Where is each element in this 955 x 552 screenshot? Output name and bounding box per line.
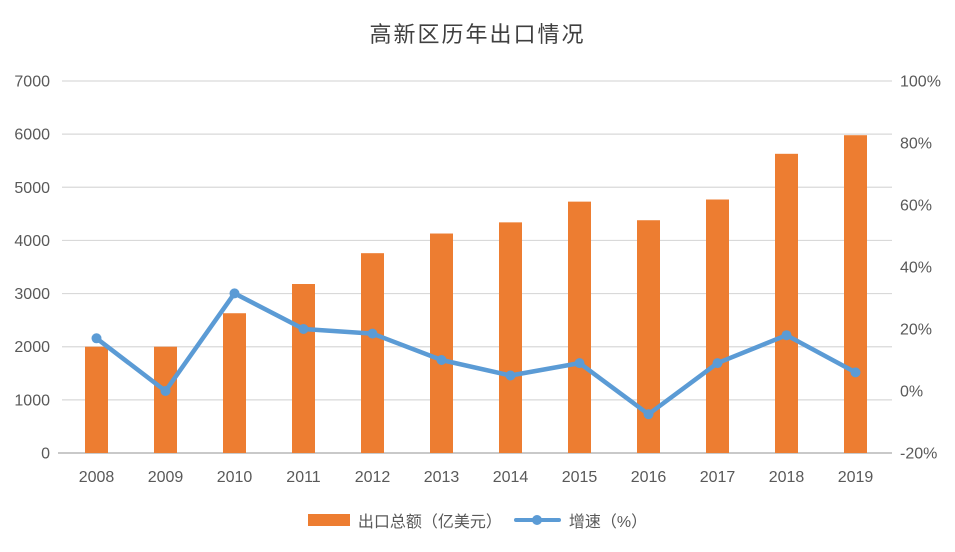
line-series-label: 增速（%） bbox=[568, 514, 648, 531]
line-point-2018 bbox=[781, 330, 792, 341]
left-axis-tick-label: 3000 bbox=[14, 286, 50, 303]
x-axis-tick-label: 2010 bbox=[217, 469, 253, 486]
bar-2008 bbox=[85, 346, 108, 453]
x-axis-tick-label: 2011 bbox=[286, 469, 321, 486]
right-axis-tick-label: 100% bbox=[900, 74, 941, 91]
bar-series-swatch-icon bbox=[307, 514, 350, 526]
right-axis-tick-label: 0% bbox=[900, 384, 923, 401]
line-series-marker-icon bbox=[513, 514, 561, 526]
line-point-2010 bbox=[229, 288, 240, 299]
right-axis-tick-label: 80% bbox=[900, 136, 932, 153]
x-axis-tick-label: 2014 bbox=[493, 469, 529, 486]
bar-series-label: 出口总额（亿美元） bbox=[357, 514, 502, 531]
line-point-2016 bbox=[643, 409, 654, 420]
line-point-2012 bbox=[367, 328, 378, 339]
bar-2013 bbox=[430, 233, 453, 453]
left-axis-tick-label: 0 bbox=[41, 446, 50, 463]
growth-line bbox=[94, 291, 858, 417]
x-axis-tick-label: 2019 bbox=[838, 469, 874, 486]
x-axis-tick-label: 2013 bbox=[424, 469, 460, 486]
line-point-2015 bbox=[574, 358, 585, 369]
line-point-2014 bbox=[505, 370, 516, 381]
x-axis-tick-label: 2016 bbox=[631, 469, 667, 486]
line-point-2009 bbox=[160, 386, 171, 396]
line-point-2019 bbox=[850, 367, 861, 378]
bar-2015 bbox=[568, 201, 591, 453]
left-axis-tick-label: 5000 bbox=[14, 180, 50, 197]
left-axis-tick-label: 6000 bbox=[14, 127, 50, 144]
bar-2012 bbox=[361, 253, 384, 453]
right-axis-tick-label: 40% bbox=[900, 260, 932, 277]
left-axis-tick-label: 1000 bbox=[14, 392, 50, 409]
line-point-2017 bbox=[712, 358, 723, 369]
right-axis-tick-label: 20% bbox=[900, 322, 932, 339]
bar-2011 bbox=[292, 284, 315, 453]
x-axis-tick-label: 2017 bbox=[700, 469, 736, 486]
bar-2018 bbox=[775, 153, 798, 453]
bar-2019 bbox=[844, 135, 867, 453]
x-axis-tick-label: 2018 bbox=[769, 469, 805, 486]
x-axis-tick-label: 2012 bbox=[355, 469, 391, 486]
left-axis-tick-label: 7000 bbox=[14, 74, 50, 91]
x-axis-tick-label: 2009 bbox=[148, 469, 184, 486]
bar-2009 bbox=[154, 346, 177, 453]
line-point-2008 bbox=[91, 333, 102, 344]
chart-title: 高新区历年出口情况 bbox=[369, 23, 586, 48]
x-axis-tick-label: 2008 bbox=[79, 469, 115, 486]
right-axis-tick-label: -20% bbox=[900, 446, 937, 463]
chart-legend: 出口总额（亿美元） 增速（%） bbox=[0, 508, 955, 532]
left-axis-tick-label: 2000 bbox=[14, 339, 50, 356]
bar-2016 bbox=[637, 220, 660, 453]
bar-2010 bbox=[223, 313, 246, 453]
bar-2014 bbox=[499, 222, 522, 453]
bar-2017 bbox=[706, 199, 729, 453]
line-point-2011 bbox=[298, 324, 309, 334]
x-axis-tick-label: 2015 bbox=[562, 469, 598, 486]
left-axis-tick-label: 4000 bbox=[14, 233, 50, 250]
right-axis-tick-label: 60% bbox=[900, 198, 932, 215]
line-point-2013 bbox=[436, 355, 447, 365]
